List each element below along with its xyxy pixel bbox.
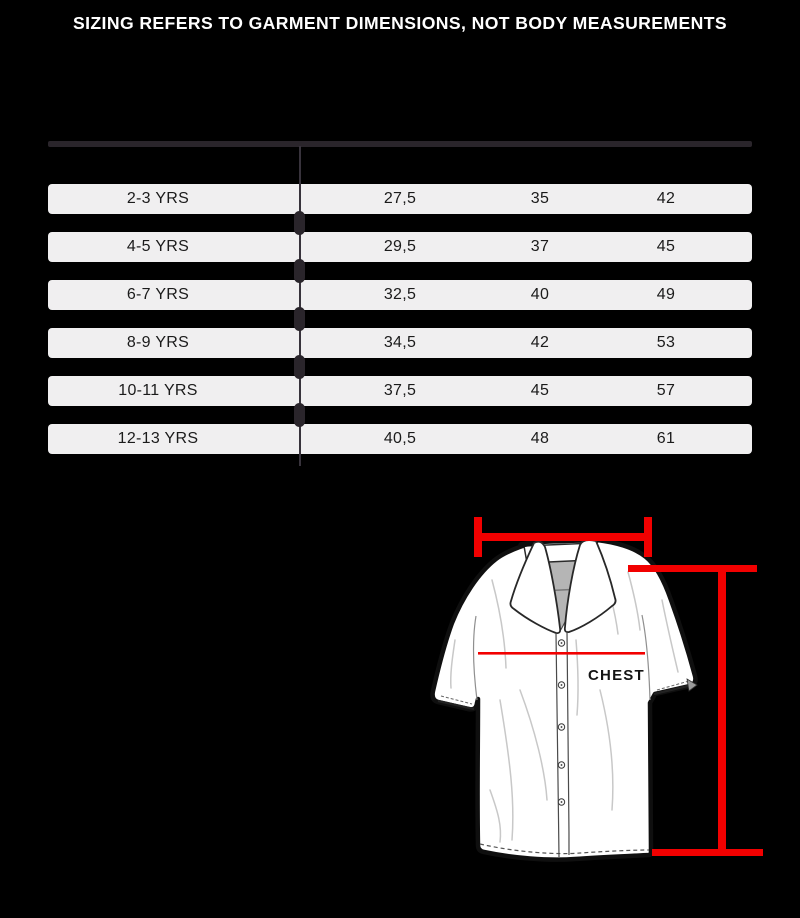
divider-gap-connector: [294, 307, 305, 331]
divider-gap-connector: [294, 355, 305, 379]
measurement-annotations: [474, 517, 763, 856]
value-cell: 40: [530, 286, 550, 303]
value-cell: 40,5: [383, 430, 417, 447]
size-cell: 12-13 YRS: [117, 430, 199, 447]
shirt-graphic: [430, 536, 698, 862]
value-cell: 45: [656, 238, 676, 255]
value-cell: 27,5: [383, 190, 417, 207]
size-table: 2-3 YRS 27,5 35 42 4-5 YRS 29,5 37 45 6-…: [48, 146, 752, 466]
value-cell: 49: [656, 286, 676, 303]
chest-label: CHEST: [588, 667, 645, 684]
value-cell: 61: [656, 430, 676, 447]
cuff-lines: [437, 678, 698, 711]
divider-gap-connector: [294, 403, 305, 427]
size-cell: 10-11 YRS: [118, 382, 198, 399]
size-cell: 2-3 YRS: [126, 190, 190, 207]
value-cell: 48: [530, 430, 550, 447]
value-cell: 34,5: [383, 334, 417, 351]
value-cell: 57: [656, 382, 676, 399]
size-cell: 4-5 YRS: [126, 238, 190, 255]
value-cell: 37: [530, 238, 550, 255]
chest-measure-line: [478, 652, 645, 655]
divider-gap-connector: [294, 211, 305, 235]
value-cell: 42: [530, 334, 550, 351]
length-measure-bar: [628, 565, 763, 856]
table-header-bar: [48, 141, 752, 147]
table-row: 8-9 YRS 34,5 42 53: [48, 328, 752, 358]
table-row: 6-7 YRS 32,5 40 49: [48, 280, 752, 310]
value-cell: 32,5: [383, 286, 417, 303]
button-placket: [555, 630, 570, 858]
table-row: 12-13 YRS 40,5 48 61: [48, 424, 752, 454]
collar: [509, 536, 617, 635]
column-divider-line: [299, 146, 301, 466]
right-lapel: [563, 539, 617, 634]
value-cell: 35: [530, 190, 550, 207]
value-cell: 37,5: [383, 382, 417, 399]
size-cell: 6-7 YRS: [126, 286, 190, 303]
cuff-shadow-triangle: [686, 678, 698, 692]
divider-gap-connector: [294, 259, 305, 283]
shirt-outline: [430, 537, 698, 862]
width-measure-bar: [474, 517, 652, 557]
fold-lines: [450, 559, 679, 843]
button-holes: [560, 642, 563, 803]
value-cell: 42: [656, 190, 676, 207]
value-cell: 53: [656, 334, 676, 351]
seam-lines: [472, 614, 651, 701]
page-title: SIZING REFERS TO GARMENT DIMENSIONS, NOT…: [72, 13, 727, 33]
table-row: 4-5 YRS 29,5 37 45: [48, 232, 752, 262]
size-cell: 8-9 YRS: [126, 334, 190, 351]
hem-stitch: [479, 843, 650, 855]
shirt-illustration: [430, 517, 763, 862]
table-row: 10-11 YRS 37,5 45 57: [48, 376, 752, 406]
table-row: 2-3 YRS 27,5 35 42: [48, 184, 752, 214]
value-cell: 29,5: [383, 238, 417, 255]
value-cell: 45: [530, 382, 550, 399]
